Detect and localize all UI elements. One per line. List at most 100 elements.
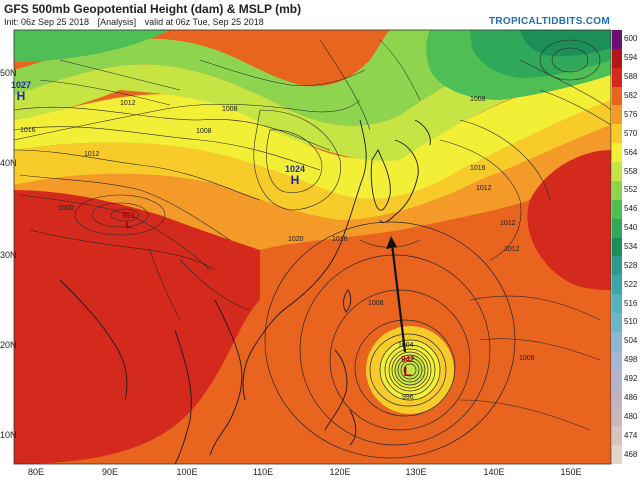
colorbar-swatch: [612, 124, 622, 144]
lat-label: 50N: [0, 68, 17, 78]
map-subtitle: Init: 06z Sep 25 2018 [Analysis] valid a…: [4, 17, 270, 27]
lon-label: 100E: [176, 467, 198, 477]
low-value: 942: [401, 355, 415, 364]
isobar-label: 996: [402, 394, 414, 401]
colorbar-label: 534: [624, 242, 638, 251]
high-center-1024: 1024 H: [285, 164, 305, 186]
lon-label: 150E: [560, 467, 582, 477]
lon-label: 120E: [329, 467, 351, 477]
colorbar-label: 498: [624, 355, 638, 365]
colorbar-label: 540: [624, 223, 638, 233]
low-symbol: L: [125, 219, 133, 231]
colorbar-swatch: [612, 294, 622, 314]
typhoon-isobars: [264, 221, 516, 459]
isobar-label: 1008: [519, 355, 535, 362]
colorbar-swatch: [612, 275, 622, 295]
high-value: 1027: [11, 80, 32, 90]
colorbar-label: 558: [624, 166, 638, 176]
lon-label: 80E: [27, 467, 45, 477]
colorbar-swatch: [612, 331, 622, 352]
map-title: GFS 500mb Geopotential Height (dam) & MS…: [4, 2, 302, 16]
colorbar-swatch: [612, 180, 622, 201]
colorbar-swatch: [612, 105, 622, 125]
colorbar-swatch: [612, 313, 622, 333]
colorbar-swatch: [612, 218, 622, 239]
lon-label: 90E: [101, 467, 119, 477]
low-center-951: 951 L: [122, 211, 135, 231]
height-fill-layers: [14, 30, 611, 464]
isobars: [14, 39, 611, 431]
isobar-label: 1012: [500, 220, 516, 227]
colorbar-label: 594: [624, 53, 638, 63]
isobar-label: 1008: [196, 128, 212, 135]
colorbar-label: 480: [624, 411, 638, 421]
colorbar-label: 468: [624, 449, 638, 459]
lat-label: 10N: [0, 430, 17, 440]
colorbar-label: 564: [624, 147, 638, 157]
isobar-label: 1000: [58, 205, 74, 212]
colorbar-label: 576: [624, 109, 638, 119]
colorbar-label: 522: [624, 279, 638, 289]
colorbar-swatch: [612, 67, 622, 88]
colorbar-swatch: [612, 369, 622, 389]
high-value: 1024: [285, 164, 306, 174]
track-arrow: [386, 236, 407, 353]
high-center-1027: 1027 H: [11, 80, 31, 102]
isobar-label: 1020: [288, 236, 304, 243]
colorbar-swatch: [612, 237, 622, 257]
isobar-label: 1016: [332, 236, 348, 243]
colorbar-label: 582: [624, 91, 638, 101]
colorbar-label: 588: [624, 72, 638, 82]
isobar-label: 1012: [84, 151, 100, 158]
isobar-label: 1016: [470, 165, 486, 172]
colorbar-label: 510: [624, 317, 638, 327]
init-time: Init: 06z Sep 25 2018: [4, 17, 90, 27]
colorbar-swatch: [612, 388, 622, 408]
colorbar-swatch: [612, 407, 622, 427]
colorbar-label: 504: [624, 336, 638, 346]
lat-label: 40N: [0, 158, 17, 168]
isobar-label: 1012: [120, 100, 136, 107]
colorbar-label: 552: [624, 185, 638, 195]
lat-label: 30N: [0, 250, 17, 260]
colorbar-swatch: [612, 86, 622, 106]
isobar-label: 1008: [222, 106, 238, 113]
colorbar-label: 474: [624, 430, 638, 440]
site-brand: TROPICALTIDBITS.COM: [488, 16, 610, 27]
colorbar-swatch: [612, 30, 622, 50]
height-colorbar: [612, 30, 622, 465]
lon-label: 110E: [252, 467, 274, 477]
isobar-label: 1008: [368, 300, 384, 307]
valid-time: valid at 06z Tue, Sep 25 2018: [144, 17, 264, 27]
colorbar-swatch: [612, 199, 622, 220]
lon-label: 140E: [483, 467, 505, 477]
colorbar-label: 600: [624, 34, 638, 44]
low-value: 951: [122, 211, 136, 220]
colorbar-swatch: [612, 48, 622, 69]
colorbar-swatch: [612, 143, 622, 163]
colorbar-swatch: [612, 445, 622, 465]
colorbar-label: 492: [624, 374, 638, 384]
low-center-942: 942 L: [401, 355, 414, 378]
colorbar-label: 570: [624, 128, 638, 138]
colorbar-swatch: [612, 256, 622, 276]
analysis-tag: [Analysis]: [97, 17, 137, 27]
high-symbol: H: [290, 173, 300, 187]
isobar-label: 1004: [398, 342, 414, 349]
low-symbol: L: [403, 363, 412, 379]
isobar-label: 1012: [476, 185, 492, 192]
colorbar-swatch: [612, 426, 622, 446]
colorbar-label: 516: [624, 298, 638, 308]
colorbar-swatch: [612, 350, 622, 371]
lat-label: 20N: [0, 340, 17, 350]
colorbar-swatch: [612, 162, 622, 182]
high-symbol: H: [16, 89, 26, 103]
colorbar-label: 486: [624, 392, 638, 402]
coastlines: [14, 39, 431, 464]
colorbar-label: 528: [624, 260, 638, 270]
colorbar-label: 546: [624, 204, 638, 214]
isobar-label: 1008: [470, 96, 486, 103]
isobar-label: 1012: [504, 246, 520, 253]
lon-label: 130E: [405, 467, 427, 477]
